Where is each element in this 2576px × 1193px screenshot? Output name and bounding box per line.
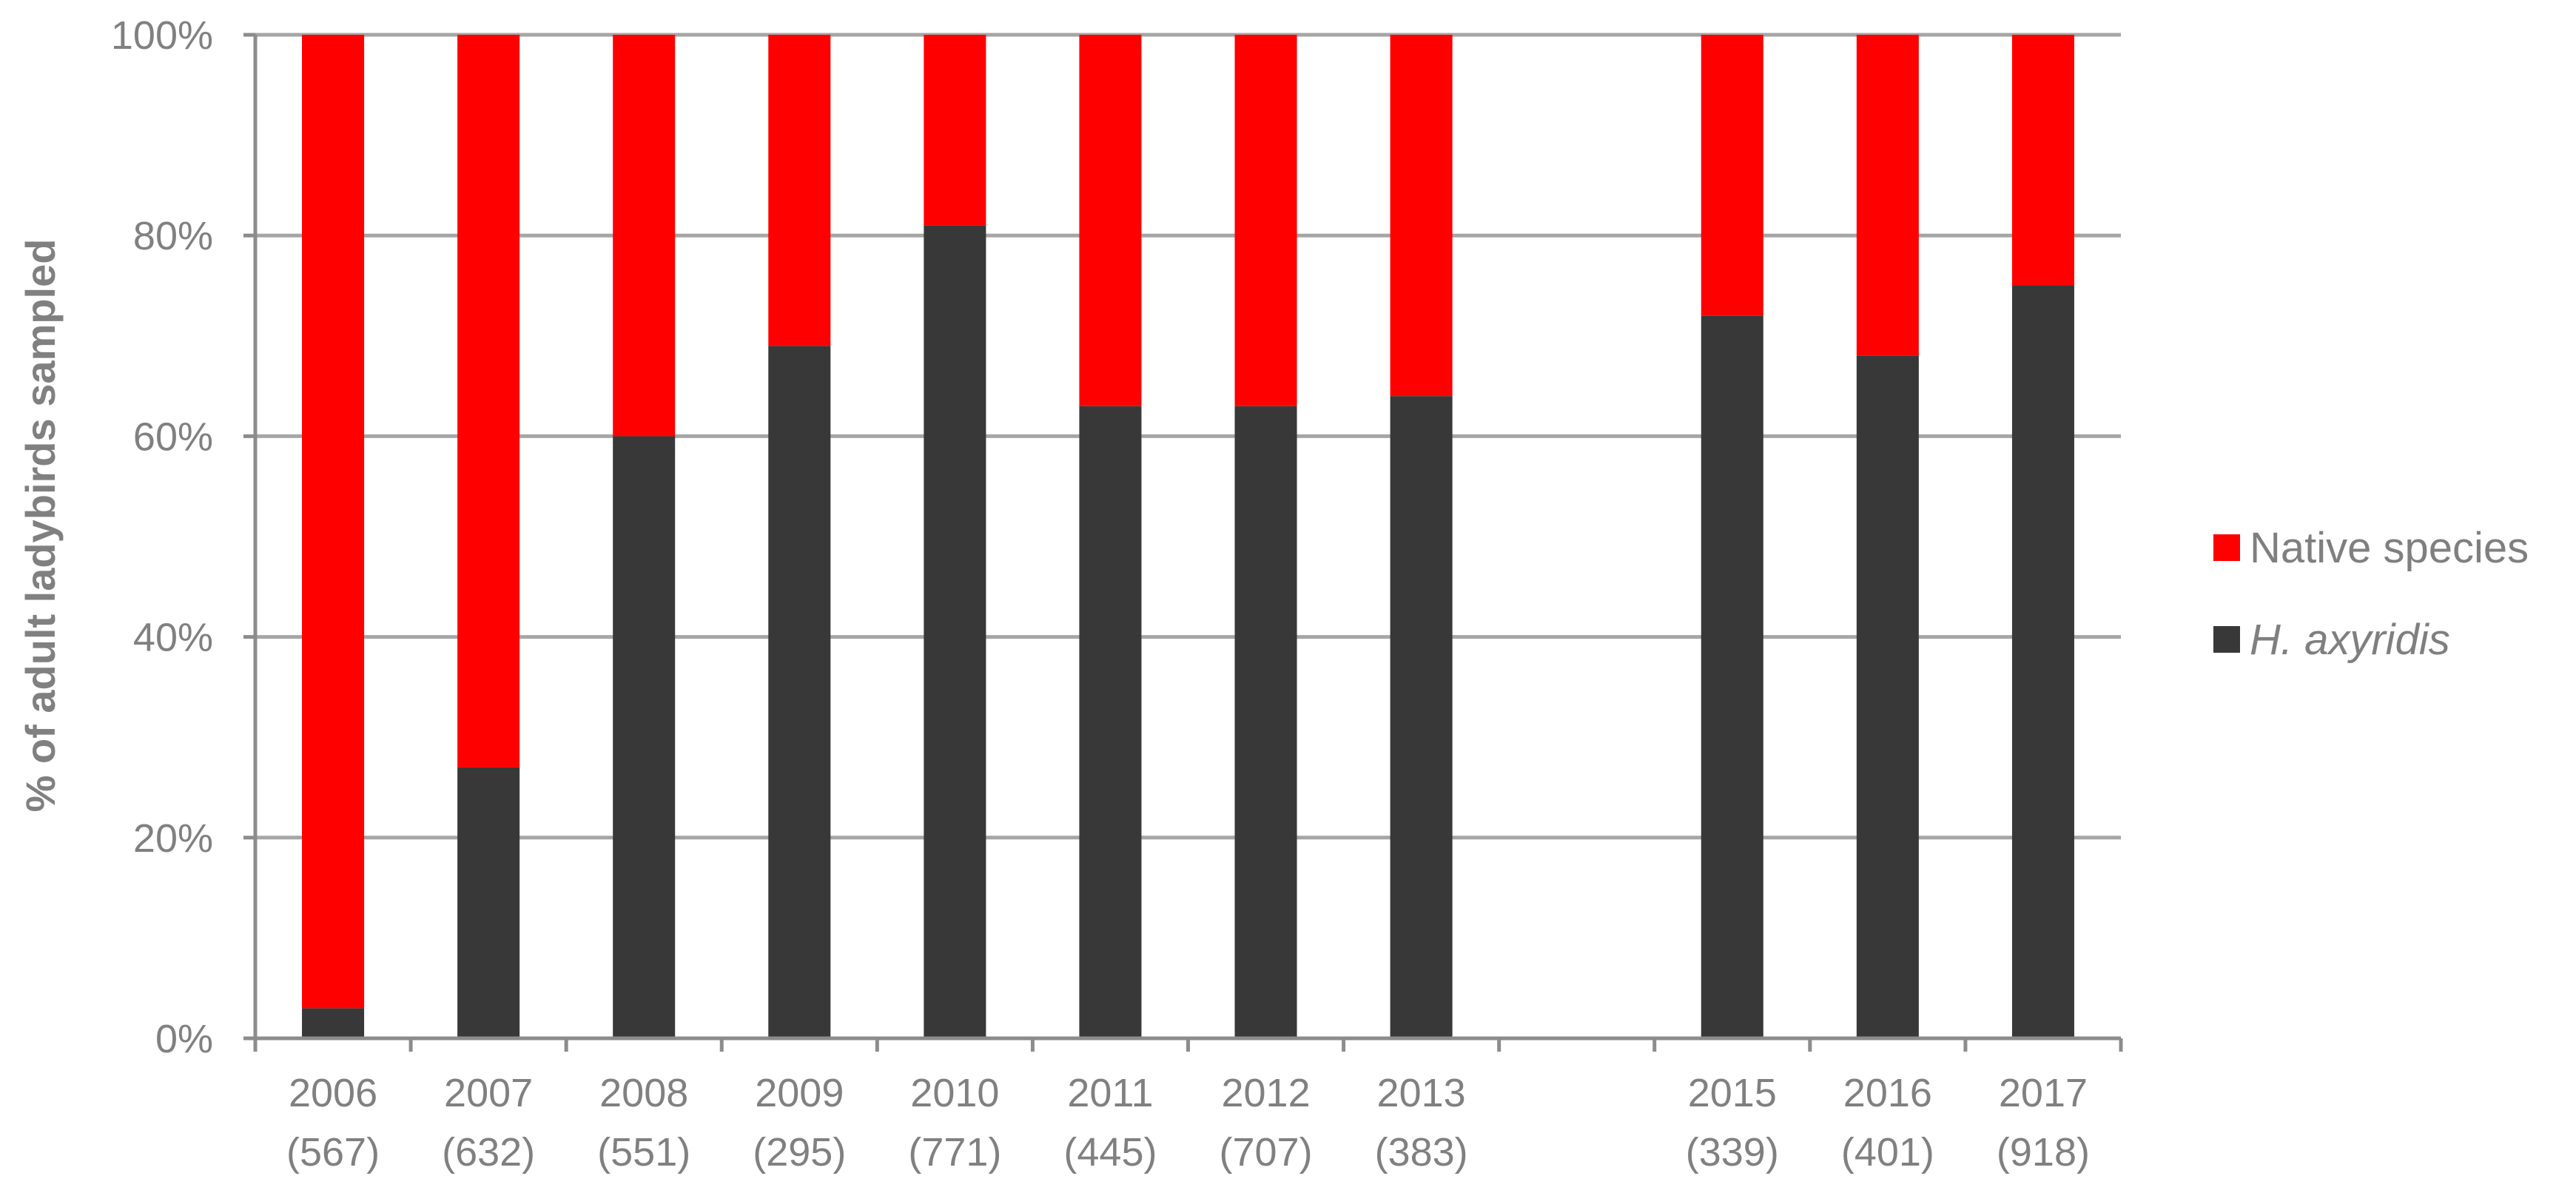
x-tick-label-count: (567)	[286, 1130, 380, 1174]
legend-label: Native species	[2250, 524, 2529, 572]
x-tick-label-count: (295)	[753, 1130, 846, 1174]
bar-segment	[2011, 35, 2074, 286]
gridlines	[243, 33, 2123, 1052]
y-tick-label: 40%	[133, 616, 213, 660]
x-tick-label-year: 2009	[755, 1071, 844, 1115]
bar-segment	[924, 225, 986, 1038]
legend-swatch	[2213, 534, 2240, 561]
x-tick-label-year: 2015	[1688, 1071, 1777, 1115]
x-tick-label-year: 2017	[1999, 1071, 2088, 1115]
x-tick-label-year: 2010	[910, 1071, 999, 1115]
x-tick-label-year: 2012	[1221, 1071, 1310, 1115]
x-tick-label-year: 2011	[1067, 1071, 1153, 1115]
legend-swatch	[2213, 626, 2240, 653]
bar-segment	[613, 436, 676, 1038]
bar-segment	[1390, 396, 1453, 1038]
bar-segment	[768, 346, 831, 1038]
bar-segment	[457, 767, 520, 1038]
x-tick-labels: 2006 (567) 2007 (632) 2008 (551) 2009 (295) 2010…	[286, 1071, 2090, 1174]
x-tick-label-year: 2013	[1377, 1071, 1466, 1115]
bar-segment	[1234, 35, 1297, 406]
y-tick-label: 60%	[133, 414, 213, 459]
axes	[243, 35, 2121, 1041]
y-tick-label: 0%	[155, 1017, 213, 1061]
bar-segment	[1390, 35, 1453, 397]
y-tick-labels: 0% 20% 40% 60% 80% 100%	[111, 13, 213, 1061]
bar-segment	[1856, 35, 1919, 356]
x-tick-label-count: (445)	[1063, 1130, 1157, 1174]
x-tick-label-count: (771)	[908, 1130, 1001, 1174]
bar-segment	[768, 35, 831, 346]
x-tick-label-count: (551)	[597, 1130, 690, 1174]
x-tick-label-count: (401)	[1841, 1130, 1934, 1174]
bar-segment	[1234, 406, 1297, 1038]
x-tick-label-count: (383)	[1375, 1130, 1468, 1174]
y-tick-label: 80%	[133, 214, 213, 258]
x-tick-label-count: (707)	[1220, 1130, 1313, 1174]
bar-segment	[1079, 406, 1142, 1038]
y-tick-label: 20%	[133, 816, 213, 861]
x-tick-label-year: 2016	[1843, 1071, 1932, 1115]
bar-segment	[2011, 286, 2074, 1038]
x-tick-label-year: 2006	[289, 1071, 377, 1115]
bar-segment	[302, 35, 365, 1009]
bar-segment	[1701, 35, 1763, 316]
bar-segment	[1701, 315, 1763, 1038]
y-tick-label: 100%	[111, 13, 213, 58]
bar-segment	[457, 35, 520, 767]
x-tick-label-count: (918)	[1997, 1130, 2090, 1174]
y-axis-title: % of adult ladybirds sampled	[17, 239, 64, 813]
bar-segment	[613, 35, 676, 437]
x-tick-label-count: (339)	[1686, 1130, 1779, 1174]
x-tick-label-count: (632)	[442, 1130, 535, 1174]
bar-segment	[1079, 35, 1142, 406]
bar-segment	[1856, 355, 1919, 1038]
bars	[302, 35, 2074, 1038]
x-tick-label-year: 2007	[444, 1071, 533, 1115]
x-tick-label-year: 2008	[599, 1071, 688, 1115]
legend-label: H. axyridis	[2250, 616, 2450, 664]
legend: Native species H. axyridis	[2213, 524, 2529, 664]
bar-segment	[924, 35, 986, 226]
bar-segment	[302, 1008, 365, 1038]
